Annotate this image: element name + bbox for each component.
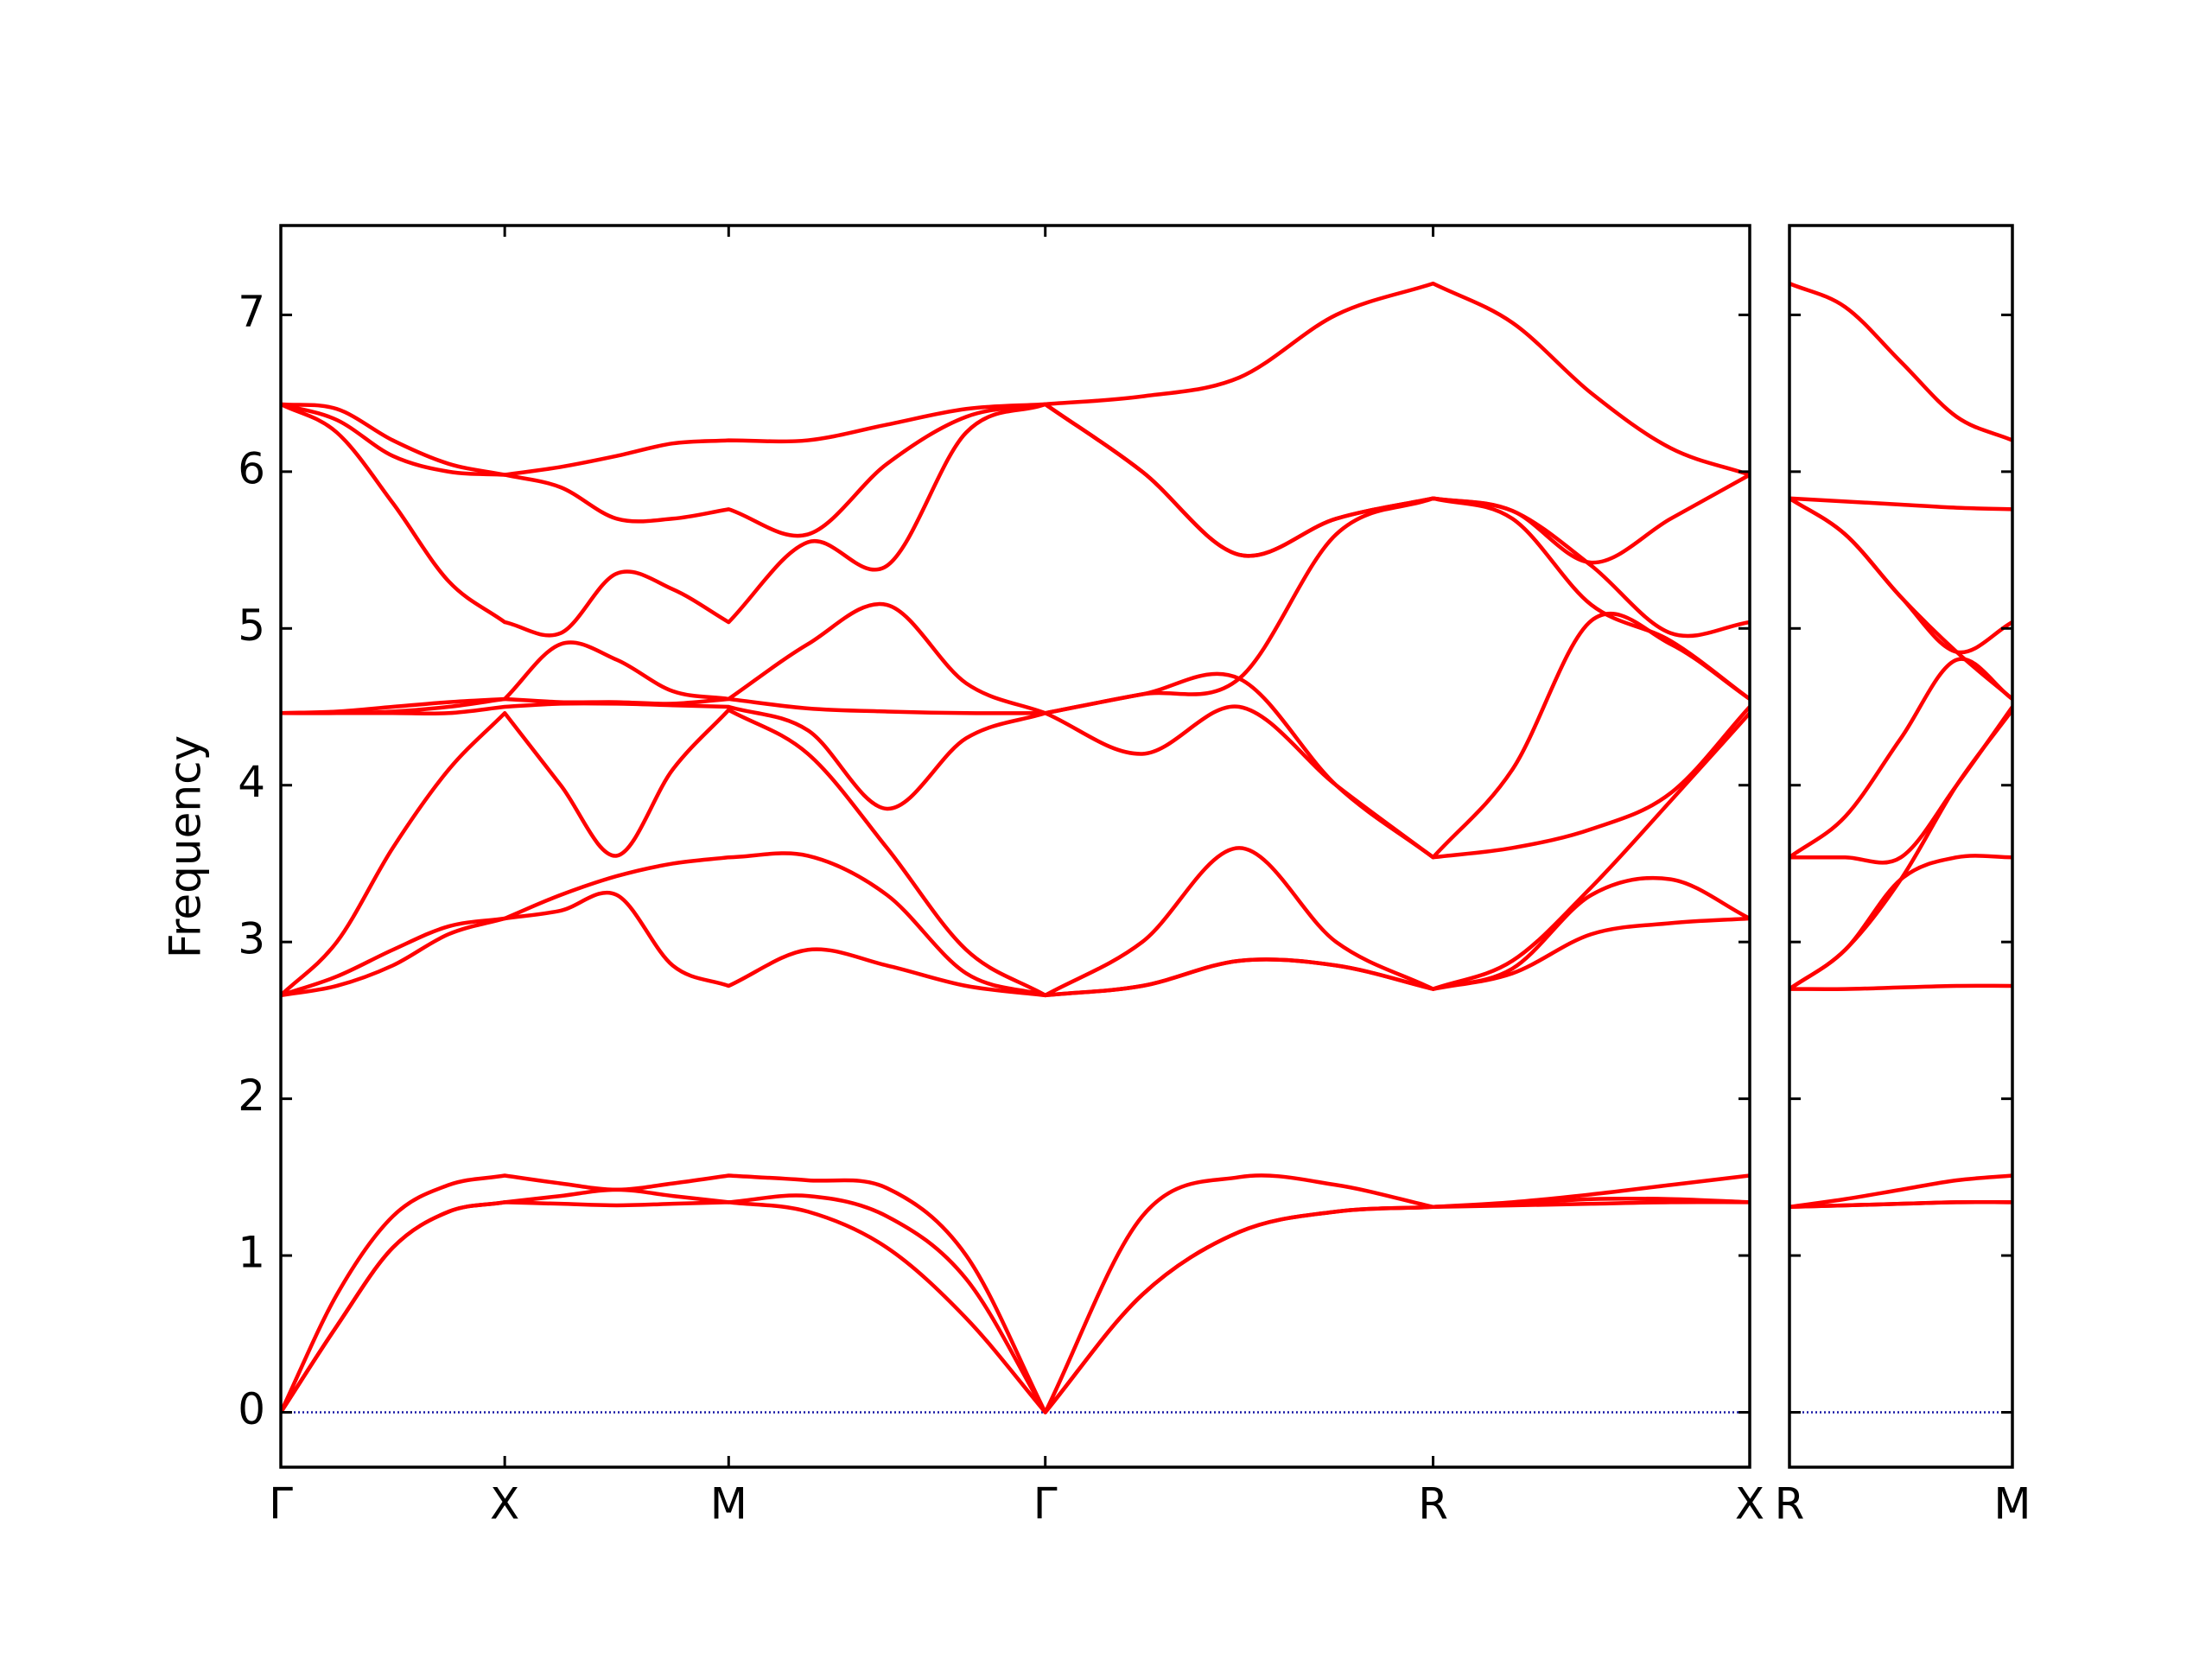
band-line xyxy=(281,701,1750,860)
band-line xyxy=(1789,1173,2012,1210)
band-line xyxy=(1789,496,2012,655)
band-line xyxy=(281,281,1750,477)
y-tick-label: 4 xyxy=(238,757,265,807)
x-tick-label: X xyxy=(490,1479,519,1529)
band-line xyxy=(1789,282,2012,442)
y-tick-label: 6 xyxy=(238,443,265,493)
band-line xyxy=(1789,983,2012,991)
band-line xyxy=(281,708,1750,998)
y-tick-label: 2 xyxy=(238,1071,265,1121)
plot-frame xyxy=(1788,224,2014,1469)
x-tick-label: X xyxy=(1735,1479,1764,1529)
band-line xyxy=(1789,705,2012,865)
x-tick-label: Γ xyxy=(269,1479,293,1529)
x-tick-label: M xyxy=(1993,1479,2031,1529)
band-line xyxy=(281,1173,1750,1414)
y-tick-label: 7 xyxy=(238,287,265,337)
band-line xyxy=(1789,1199,2012,1210)
x-tick-label: Γ xyxy=(1033,1479,1058,1529)
y-tick-label: 3 xyxy=(238,914,265,964)
band-line xyxy=(281,851,1750,998)
band-line xyxy=(1789,496,2012,512)
band-line xyxy=(1789,657,2012,860)
x-tick-label: R xyxy=(1418,1479,1448,1529)
y-axis-label: Frequency xyxy=(161,735,211,958)
y-tick-label: 5 xyxy=(238,601,265,651)
y-tick-label: 1 xyxy=(238,1228,265,1278)
plot-frame xyxy=(279,224,1751,1469)
x-tick-label: M xyxy=(710,1479,747,1529)
x-tick-label: R xyxy=(1775,1479,1805,1529)
band-line xyxy=(281,496,1750,715)
y-tick-label: 0 xyxy=(238,1384,265,1434)
